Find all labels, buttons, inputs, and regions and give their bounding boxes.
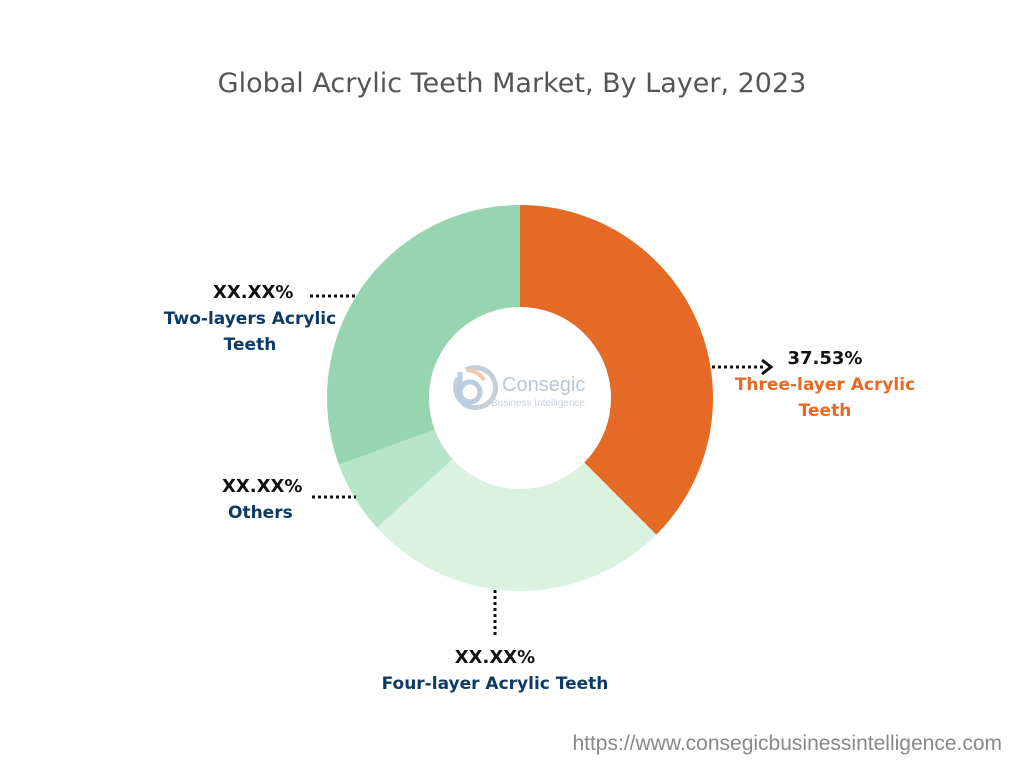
name: Three-layer Acrylic Teeth bbox=[734, 375, 916, 421]
slice-three-layer-acrylic-teeth bbox=[520, 205, 713, 535]
arrow-head bbox=[761, 358, 774, 376]
pct: XX.XX% bbox=[213, 282, 294, 303]
pct: XX.XX% bbox=[454, 647, 536, 668]
slice-four-layer-acrylic-teeth bbox=[377, 459, 657, 591]
pct: 37.53% bbox=[787, 348, 863, 369]
pct: XX.XX% bbox=[222, 476, 303, 497]
logo-tagline: Business Intelligence bbox=[491, 398, 585, 409]
label-two-layers: XX.XX% Two-layers Acrylic Teeth bbox=[150, 280, 350, 358]
label-four-layer: XX.XX% Four-layer Acrylic Teeth bbox=[360, 645, 630, 697]
label-three-layer: 37.53% Three-layer Acrylic Teeth bbox=[720, 346, 930, 424]
name: Two-layers Acrylic Teeth bbox=[163, 309, 337, 355]
source-url[interactable]: https://www.consegicbusinessintelligence… bbox=[572, 732, 1002, 755]
name: Four-layer Acrylic Teeth bbox=[381, 674, 609, 694]
label-others: XX.XX% Others bbox=[190, 474, 330, 526]
name: Others bbox=[228, 503, 293, 523]
logo-mark bbox=[453, 365, 499, 411]
logo-name: Consegic bbox=[502, 374, 586, 396]
slice-others bbox=[338, 429, 453, 528]
chart-title: Global Acrylic Teeth Market, By Layer, 2… bbox=[217, 68, 807, 99]
slice-two-layers-acrylic-teeth bbox=[326, 205, 520, 465]
